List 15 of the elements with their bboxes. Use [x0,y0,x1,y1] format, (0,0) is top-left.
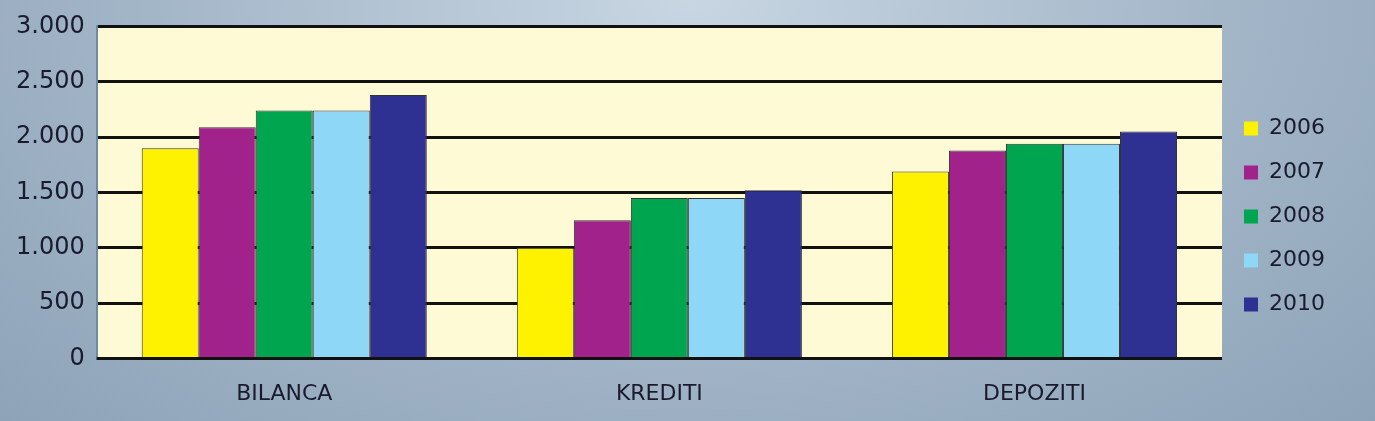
x-tick-label: DEPOZITI [983,379,1086,405]
y-tick-label: 1.000 [15,232,85,261]
y-tick-label: 0 [69,342,85,371]
legend-label: 2006 [1269,114,1326,140]
legend-label: 2007 [1269,158,1326,184]
x-tick-label: KREDITI [615,379,703,405]
legend-label: 2010 [1269,290,1326,316]
x-tick-label: BILANCA [236,379,333,405]
y-tick-label: 1.500 [15,176,85,205]
legend-label: 2008 [1269,202,1326,228]
y-tick-label: 3.000 [15,10,85,39]
legend-label: 2009 [1269,246,1326,272]
y-tick-label: 2.000 [15,121,85,150]
y-tick-label: 2.500 [15,66,85,94]
y-tick-label: 500 [38,287,85,316]
